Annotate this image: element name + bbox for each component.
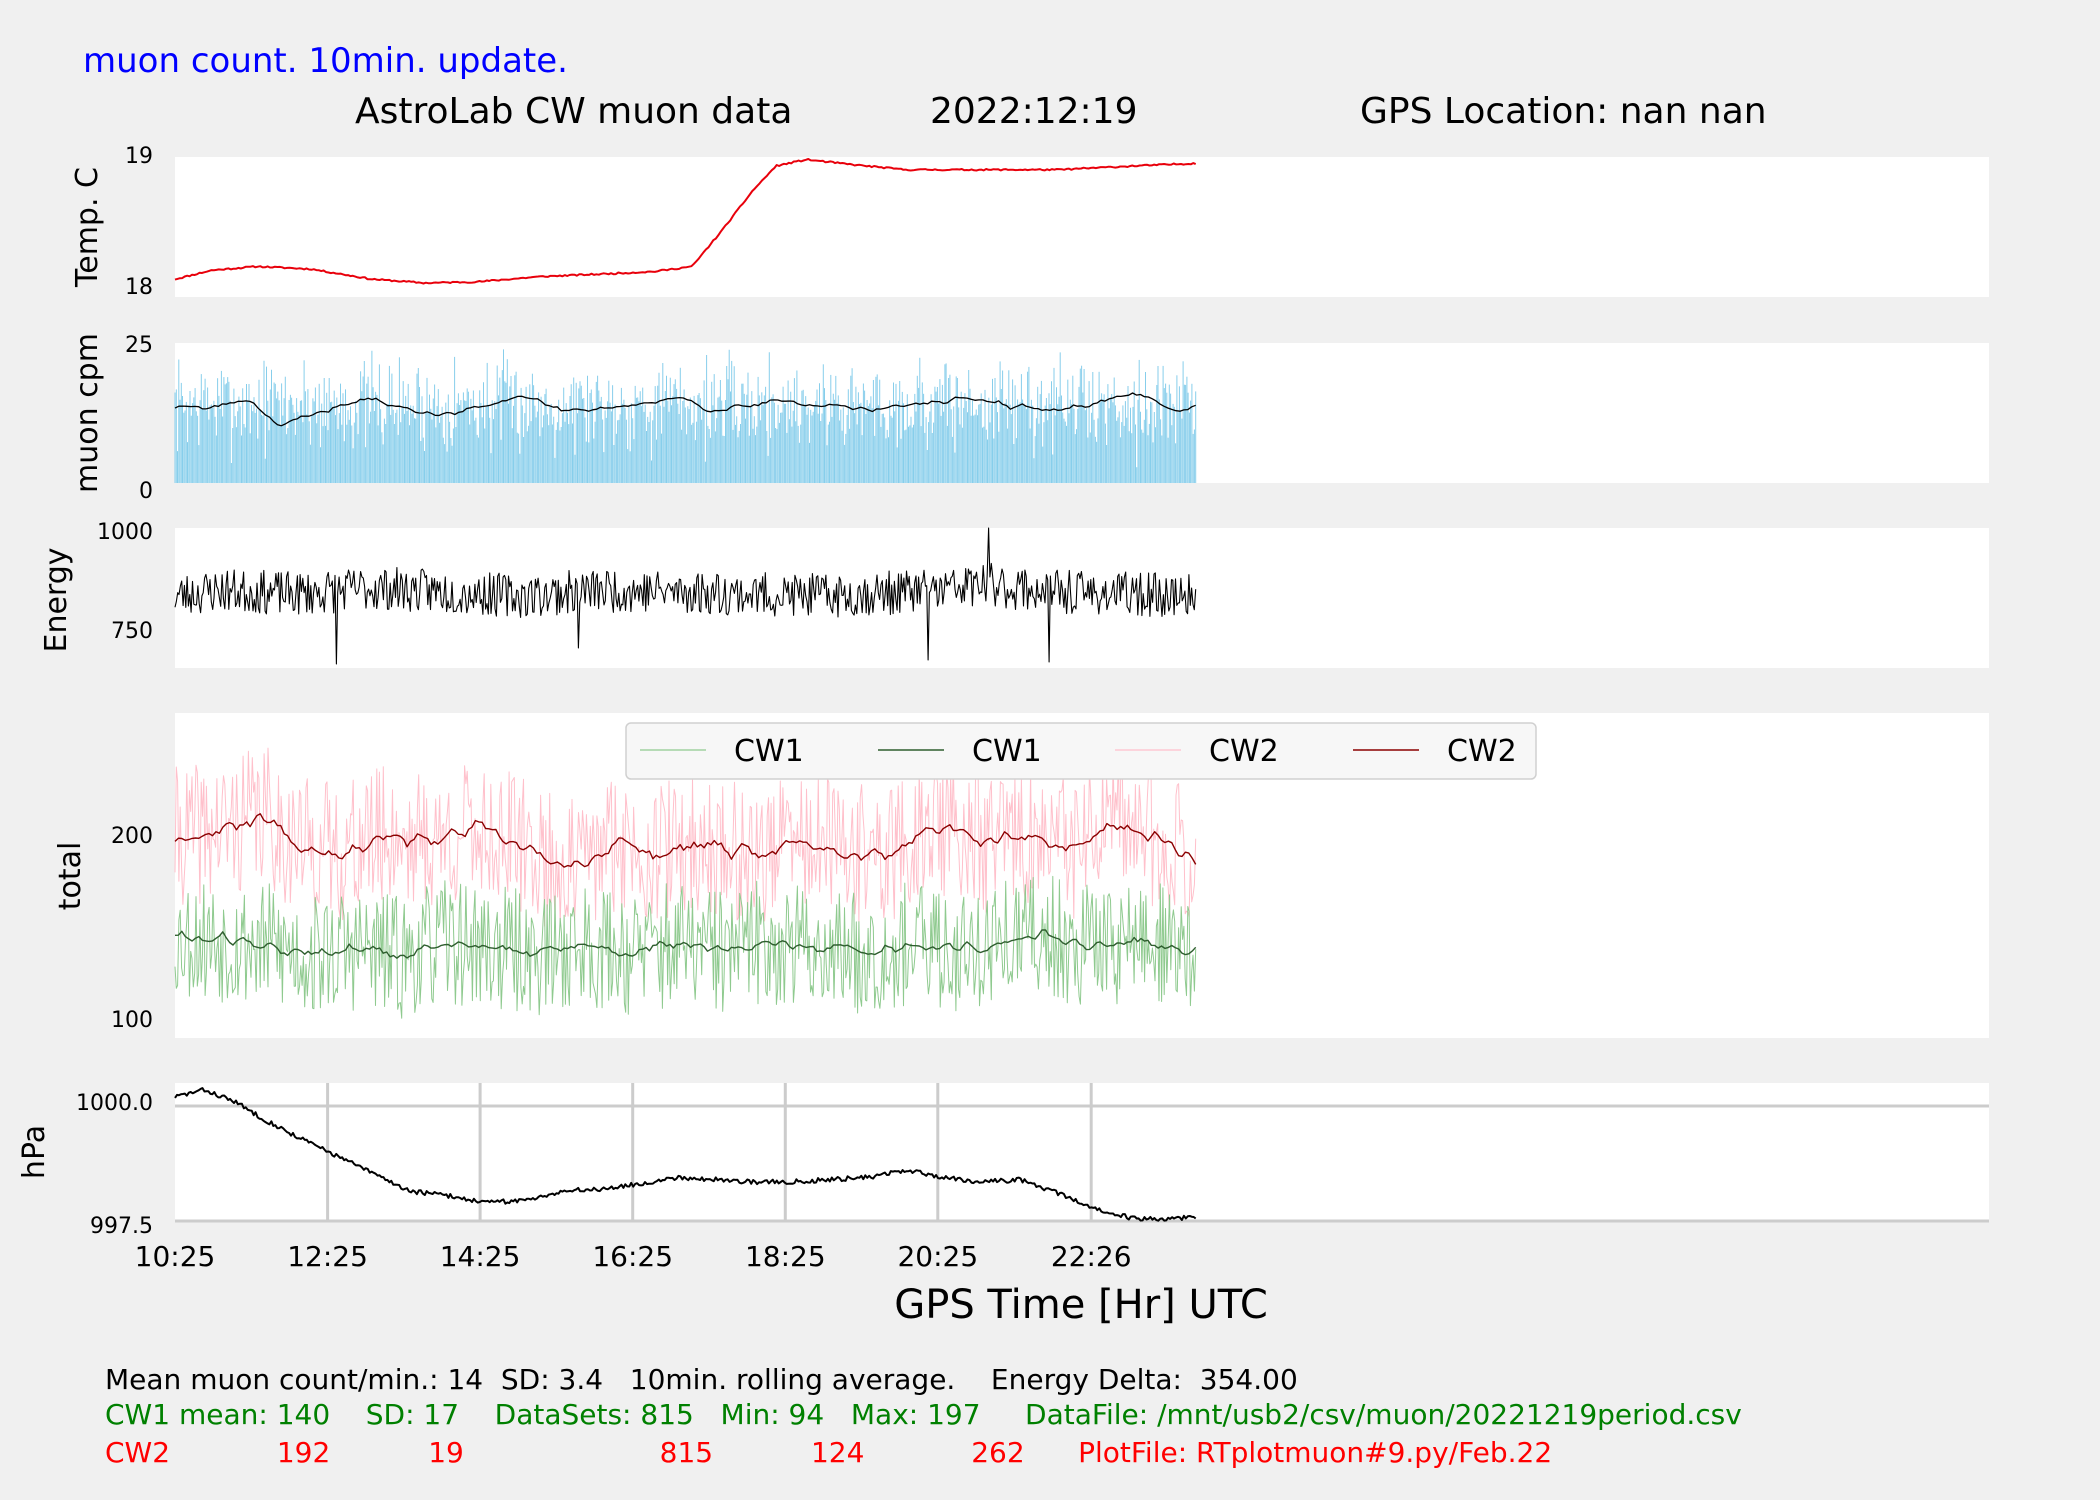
total-ytick: 100 bbox=[111, 1008, 153, 1033]
x-tick-label: 10:25 bbox=[135, 1240, 216, 1273]
temperature-line bbox=[174, 158, 1197, 285]
chart-title: AstroLab CW muon data bbox=[355, 91, 792, 132]
pressure-ylabel: hPa bbox=[17, 1125, 52, 1179]
x-axis-label: GPS Time [Hr] UTC bbox=[894, 1282, 1268, 1328]
energy-ytick: 750 bbox=[111, 619, 153, 644]
muon-ytick: 0 bbox=[139, 479, 153, 504]
legend-label-cw2-raw: CW2 bbox=[1209, 734, 1279, 769]
total-plot bbox=[174, 747, 1197, 1019]
temperature-panel bbox=[175, 157, 1989, 297]
muon-ylabel: muon cpm bbox=[70, 333, 105, 493]
x-tick-labels: 10:25 12:25 14:25 16:25 18:25 20:25 22:26 bbox=[135, 1240, 1132, 1273]
pressure-gridlines bbox=[175, 1083, 1989, 1223]
energy-panel bbox=[175, 528, 1989, 668]
stats-line-cw2: CW2 192 19 815 124 262 PlotFile: RTplotm… bbox=[105, 1436, 1552, 1469]
stats-line-muon: Mean muon count/min.: 14 SD: 3.4 10min. … bbox=[105, 1363, 1298, 1396]
x-tick-label: 22:26 bbox=[1051, 1240, 1132, 1273]
update-note: muon count. 10min. update. bbox=[83, 41, 568, 81]
chart-date: 2022:12:19 bbox=[930, 91, 1138, 132]
muon-ytick: 25 bbox=[125, 333, 153, 358]
energy-line bbox=[174, 527, 1197, 665]
pressure-line bbox=[174, 1087, 1197, 1222]
pressure-plot bbox=[174, 1087, 1197, 1222]
temperature-plot bbox=[174, 158, 1197, 285]
total-legend: CW1 CW1 CW2 CW2 bbox=[625, 722, 1537, 780]
gps-location: GPS Location: nan nan bbox=[1360, 91, 1767, 132]
legend-label-cw1-raw: CW1 bbox=[734, 734, 804, 769]
x-tick-label: 20:25 bbox=[897, 1240, 978, 1273]
temperature-ytick: 18 bbox=[125, 275, 153, 300]
total-ytick: 200 bbox=[111, 824, 153, 849]
muon-plot bbox=[174, 349, 1197, 483]
x-tick-label: 14:25 bbox=[440, 1240, 521, 1273]
energy-ylabel: Energy bbox=[39, 547, 74, 652]
energy-plot bbox=[174, 527, 1197, 665]
x-tick-label: 16:25 bbox=[592, 1240, 673, 1273]
x-tick-label: 12:25 bbox=[287, 1240, 368, 1273]
cw2-average-line bbox=[174, 813, 1197, 868]
pressure-ytick: 997.5 bbox=[90, 1214, 153, 1239]
cw1-raw-line bbox=[174, 875, 1197, 1019]
energy-ytick: 1000 bbox=[97, 520, 153, 545]
legend-box bbox=[625, 722, 1537, 780]
temperature-ytick: 19 bbox=[125, 144, 153, 169]
cw1-average-line bbox=[174, 929, 1197, 959]
total-ylabel: total bbox=[53, 842, 88, 911]
legend-label-cw2-avg: CW2 bbox=[1447, 734, 1517, 769]
temperature-ylabel: Temp. C bbox=[70, 167, 105, 288]
pressure-panel bbox=[175, 1083, 1989, 1221]
legend-label-cw1-avg: CW1 bbox=[972, 734, 1042, 769]
x-tick-label: 18:25 bbox=[745, 1240, 826, 1273]
muon-rolling-average-line bbox=[174, 392, 1196, 427]
stats-line-cw1: CW1 mean: 140 SD: 17 DataSets: 815 Min: … bbox=[105, 1398, 1742, 1431]
pressure-ytick: 1000.0 bbox=[76, 1091, 153, 1116]
